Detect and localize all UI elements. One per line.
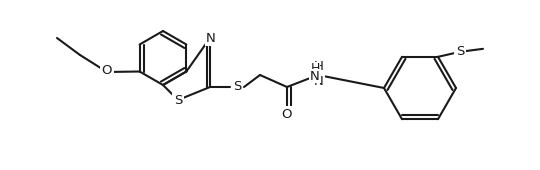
- Text: S: S: [233, 80, 241, 92]
- Text: S: S: [456, 45, 464, 58]
- Text: N: N: [310, 70, 320, 82]
- Text: H: H: [310, 63, 320, 75]
- Text: H
N: H N: [314, 60, 324, 88]
- Text: O: O: [282, 107, 292, 121]
- Text: S: S: [174, 94, 182, 106]
- Text: O: O: [102, 64, 112, 78]
- Text: N: N: [206, 31, 216, 45]
